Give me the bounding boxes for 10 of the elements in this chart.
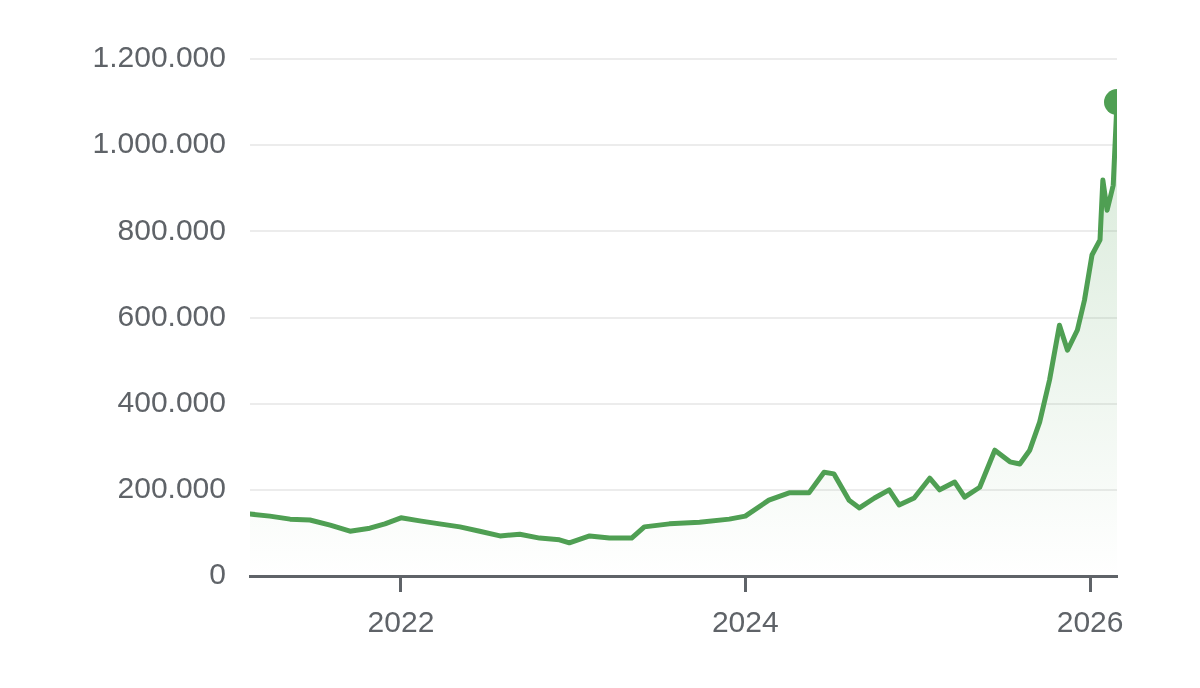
y-tick-label: 0 (209, 557, 226, 591)
x-tick-label: 2024 (711, 605, 779, 639)
y-tick-label: 600.000 (117, 298, 226, 332)
y-tick-label: 200.000 (117, 471, 226, 505)
x-tick-label: 2026 (1056, 605, 1124, 639)
y-tick-label: 1.200.000 (92, 40, 226, 74)
y-tick-label: 800.000 (117, 212, 226, 246)
y-tick-label: 400.000 (117, 384, 226, 418)
y-tick-label: 1.000.000 (92, 126, 226, 160)
x-tick-label: 2022 (367, 605, 435, 639)
